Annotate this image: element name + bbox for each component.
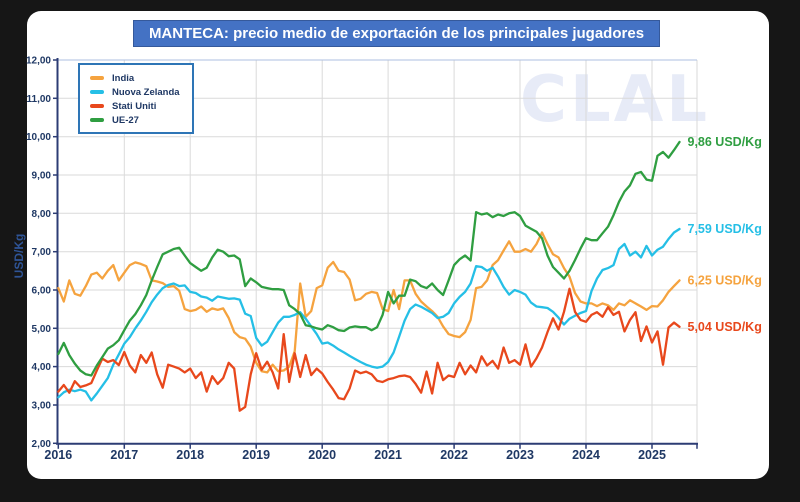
- y-tick-label: 6,00: [32, 286, 52, 297]
- y-tick-label: 4,00: [32, 362, 52, 373]
- x-tick-label: 2019: [242, 448, 270, 462]
- y-tick-label: 3,00: [32, 401, 52, 412]
- legend-marker-icon: [90, 90, 104, 94]
- x-tick-label: 2023: [506, 448, 534, 462]
- y-tick-label: 2,00: [32, 439, 52, 450]
- legend-item-stati-uniti: Stati Uniti: [90, 99, 192, 113]
- x-tick-label: 2018: [176, 448, 204, 462]
- legend-item-ue-27: UE-27: [90, 113, 192, 127]
- y-tick-label: 11,00: [27, 94, 52, 105]
- legend-marker-icon: [90, 76, 104, 80]
- series-nuova-zelanda-line: [57, 227, 681, 402]
- y-tick-label: 5,00: [32, 324, 52, 335]
- chart-title-bar: MANTECA: precio medio de exportación de …: [133, 20, 660, 47]
- x-tick-label: 2024: [572, 448, 600, 462]
- y-tick-label: 10,00: [26, 132, 51, 143]
- x-tick-label: 2020: [308, 448, 336, 462]
- series-stati-uniti-line: [57, 287, 681, 412]
- legend-item-india: India: [90, 71, 192, 85]
- series-ue-27-line: [57, 140, 681, 377]
- legend-label: India: [112, 72, 135, 84]
- y-axis-title: USD/Kg: [12, 233, 26, 279]
- end-label-stati-uniti: 5,04 USD/Kg: [688, 320, 762, 334]
- y-tick-label: 7,00: [32, 247, 52, 258]
- x-tick-label: 2025: [638, 448, 666, 462]
- x-tick-label: 2017: [110, 448, 138, 462]
- legend-marker-icon: [90, 118, 104, 122]
- series-india-line: [57, 231, 681, 374]
- end-label-ue-27: 9,86 USD/Kg: [688, 135, 762, 149]
- y-tick-label: 8,00: [32, 209, 52, 220]
- end-label-nuova-zelanda: 7,59 USD/Kg: [688, 222, 762, 236]
- legend-label: UE-27: [112, 114, 139, 126]
- legend-marker-icon: [90, 104, 104, 108]
- legend-label: Stati Uniti: [112, 100, 157, 112]
- y-tick-label: 12,00: [26, 56, 51, 67]
- end-label-india: 6,25 USD/Kg: [688, 273, 762, 287]
- x-tick-label: 2016: [44, 448, 72, 462]
- y-tick-label: 9,00: [32, 171, 52, 182]
- chart-title: MANTECA: precio medio de exportación de …: [148, 25, 645, 42]
- x-tick-label: 2021: [374, 448, 402, 462]
- legend-label: Nuova Zelanda: [112, 86, 180, 98]
- clal-watermark: CLAL: [519, 63, 711, 137]
- legend: India Nuova Zelanda Stati Uniti UE-27: [78, 63, 194, 134]
- legend-item-nuova-zelanda: Nuova Zelanda: [90, 85, 192, 99]
- x-tick-label: 2022: [440, 448, 468, 462]
